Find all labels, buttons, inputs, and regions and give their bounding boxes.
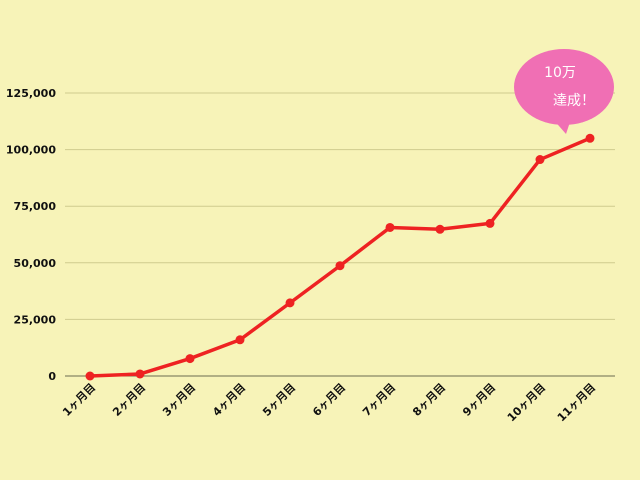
data-point <box>535 155 545 165</box>
data-point <box>335 261 345 271</box>
annotation-bubble-body <box>514 49 614 125</box>
y-tick-label: 125,000 <box>6 87 56 100</box>
x-tick-label: 9ヶ月目 <box>460 381 498 419</box>
data-point <box>185 354 195 364</box>
annotation-line-1: 10万 <box>544 65 576 81</box>
x-tick-label: 6ヶ月目 <box>310 381 348 419</box>
data-point <box>285 298 295 308</box>
y-tick-label: 25,000 <box>14 313 57 326</box>
data-point <box>485 218 495 228</box>
x-tick-label: 2ヶ月目 <box>110 381 148 419</box>
y-axis-tick-labels: 0 25,000 50,000 75,000 100,000 125,000 <box>6 87 56 383</box>
y-tick-label: 50,000 <box>14 257 57 270</box>
gridlines <box>65 92 615 320</box>
x-tick-label: 7ヶ月目 <box>360 381 398 419</box>
x-tick-label: 8ヶ月目 <box>410 381 448 419</box>
x-tick-label: 11ヶ月目 <box>555 381 598 424</box>
y-tick-label: 100,000 <box>6 144 56 157</box>
y-tick-label: 0 <box>48 370 56 383</box>
x-tick-label: 4ヶ月目 <box>210 381 248 419</box>
data-point <box>585 133 595 143</box>
data-point <box>385 222 395 232</box>
annotation-bubble: 10万 達成！ <box>514 49 614 134</box>
data-point <box>435 224 445 234</box>
data-point <box>235 335 245 345</box>
x-axis-tick-labels: 1ヶ月目 2ヶ月目 3ヶ月目 4ヶ月目 5ヶ月目 6ヶ月目 7ヶ月目 8ヶ月目 9ヶ月目 10ヶ月… <box>60 381 598 424</box>
x-tick-label: 1ヶ月目 <box>60 381 98 419</box>
x-tick-label: 10ヶ月目 <box>505 381 548 424</box>
annotation-line-2: 達成！ <box>553 93 595 109</box>
x-tick-label: 5ヶ月目 <box>260 381 298 419</box>
y-tick-label: 75,000 <box>14 200 57 213</box>
data-point <box>135 369 145 379</box>
data-points <box>85 133 595 381</box>
series-line <box>89 136 591 378</box>
data-point <box>85 371 95 381</box>
x-tick-label: 3ヶ月目 <box>160 381 198 419</box>
